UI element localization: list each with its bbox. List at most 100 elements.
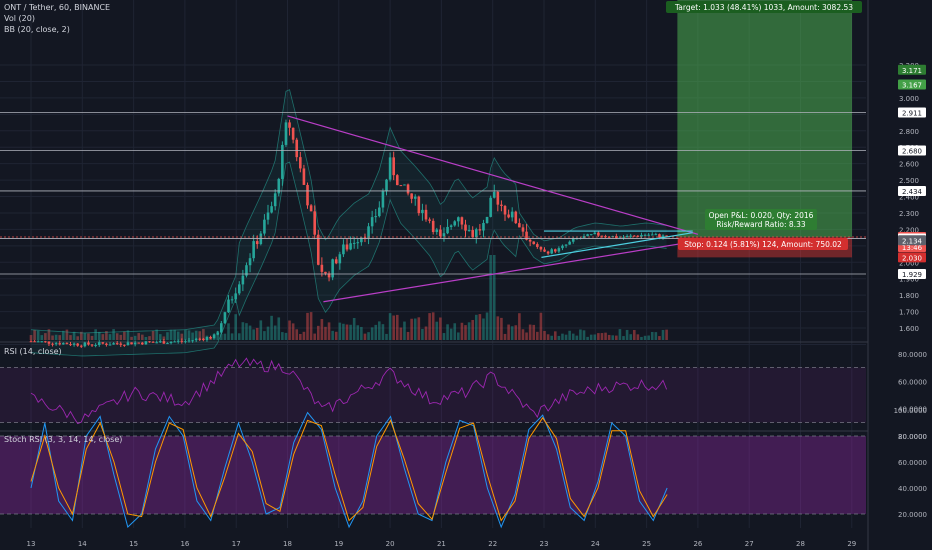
- candle-body: [324, 271, 327, 274]
- volume-bar: [550, 335, 553, 340]
- volume-bar: [133, 335, 137, 340]
- stoch-legend: Stoch RSI (3, 3, 14, 14, close): [4, 434, 122, 445]
- candle-body: [148, 341, 151, 343]
- candle-body: [158, 341, 162, 343]
- candle-body: [245, 265, 248, 276]
- price-axis[interactable]: 1.6001.7001.8001.9002.0002.1002.2002.300…: [867, 0, 932, 550]
- volume-bar: [457, 332, 460, 340]
- volume-bar: [130, 336, 133, 340]
- candle-body: [69, 344, 72, 346]
- bb-cloud: [31, 89, 667, 356]
- candle-body: [374, 216, 378, 218]
- price-badge-label: 13:46: [902, 244, 923, 252]
- candle-body: [58, 343, 62, 345]
- candle-body: [51, 343, 54, 345]
- price-badge: [898, 64, 926, 75]
- volume-bar: [230, 333, 234, 340]
- volume-bar: [618, 329, 622, 340]
- rsi-title[interactable]: RSI (14, close): [4, 347, 62, 356]
- candle-body: [654, 234, 658, 236]
- volume-bar: [546, 334, 550, 340]
- candle-body: [446, 226, 449, 234]
- bb-legend[interactable]: BB (20, close, 2): [4, 25, 70, 34]
- volume-bar: [241, 322, 245, 340]
- volume-bar: [101, 334, 105, 340]
- time-axis[interactable]: 13 14 15 16 17 18 19 20 21 22 23 24 25 26 27 28 29: [27, 540, 857, 548]
- vol-legend[interactable]: Vol (20): [4, 14, 35, 23]
- stoch-d-line: [30, 416, 668, 522]
- volume-bar: [299, 333, 302, 340]
- volume-bar: [561, 333, 564, 340]
- candle-body: [126, 342, 130, 346]
- volume-bar: [266, 326, 270, 340]
- volume-bar: [313, 333, 316, 340]
- candle-body: [112, 343, 115, 345]
- volume-bar: [169, 329, 173, 340]
- candle-body: [518, 223, 521, 228]
- candle-body: [36, 341, 40, 343]
- time-tick-label: 14: [78, 540, 87, 548]
- rsi-legend: RSI (14, close): [4, 346, 62, 357]
- volume-bar: [575, 335, 579, 340]
- volume-bar: [144, 336, 148, 340]
- time-tick-label: 27: [745, 540, 754, 548]
- stoch-rsi-pane: [0, 411, 866, 529]
- candle-body: [510, 211, 514, 218]
- volume-bar: [255, 327, 259, 340]
- volume-bar: [223, 333, 227, 340]
- volume-bar: [518, 313, 521, 340]
- volume-bar: [600, 333, 604, 340]
- rsi-pane: [0, 357, 866, 425]
- volume-bar: [543, 330, 546, 340]
- symbol-title[interactable]: ONT / Tether, 60, BINANCE: [4, 3, 111, 12]
- candle-body: [40, 341, 44, 343]
- candle-body: [632, 235, 636, 237]
- volume-bar: [474, 314, 478, 340]
- candle-body: [316, 234, 320, 265]
- stoch-title[interactable]: Stoch RSI (3, 3, 14, 14, close): [4, 435, 123, 444]
- volume-bar: [51, 335, 54, 340]
- candle-body: [600, 235, 604, 237]
- candle-body: [101, 342, 105, 344]
- candle-body: [273, 193, 277, 207]
- candle-body: [449, 225, 453, 227]
- candle-body: [144, 341, 148, 345]
- trade-labels: Target: 1.033 (48.41%) 1033, Amount: 308…: [666, 1, 862, 250]
- candle-body: [457, 217, 460, 222]
- candle-body: [428, 219, 431, 221]
- volume-bar: [234, 314, 237, 340]
- rsi-tick-label: 60.0000: [898, 378, 927, 386]
- candle-body: [643, 234, 647, 236]
- volume-bar: [349, 324, 352, 340]
- candle-body: [212, 334, 216, 339]
- volume-bar: [625, 329, 629, 340]
- time-tick-label: 21: [437, 540, 446, 548]
- price-badge: [898, 252, 926, 263]
- volume-bar: [176, 331, 180, 340]
- candle-body: [500, 204, 503, 206]
- candle-body: [417, 196, 421, 214]
- volume-bar: [363, 333, 367, 340]
- candle-body: [539, 246, 543, 250]
- candle-body: [338, 254, 342, 264]
- candle-body: [83, 342, 87, 347]
- candle-body: [543, 249, 546, 252]
- rsi-tick-label: 80.0000: [898, 351, 927, 359]
- volume-bar: [661, 329, 665, 340]
- price-badge: [898, 107, 926, 118]
- candle-body: [503, 205, 507, 215]
- volume-bar: [162, 336, 166, 340]
- volume-bar: [123, 331, 126, 340]
- candle-body: [216, 332, 220, 335]
- volume-bar: [525, 332, 528, 340]
- price-tick-label: 1.900: [899, 276, 919, 284]
- candle-body: [471, 230, 474, 238]
- price-badge-label: 2.680: [902, 148, 922, 156]
- volume-bar: [227, 323, 230, 340]
- volume-bar: [665, 329, 668, 340]
- candle-body: [424, 209, 428, 220]
- candle-body: [248, 258, 252, 266]
- volume-bar: [636, 334, 640, 340]
- candle-body: [392, 157, 395, 176]
